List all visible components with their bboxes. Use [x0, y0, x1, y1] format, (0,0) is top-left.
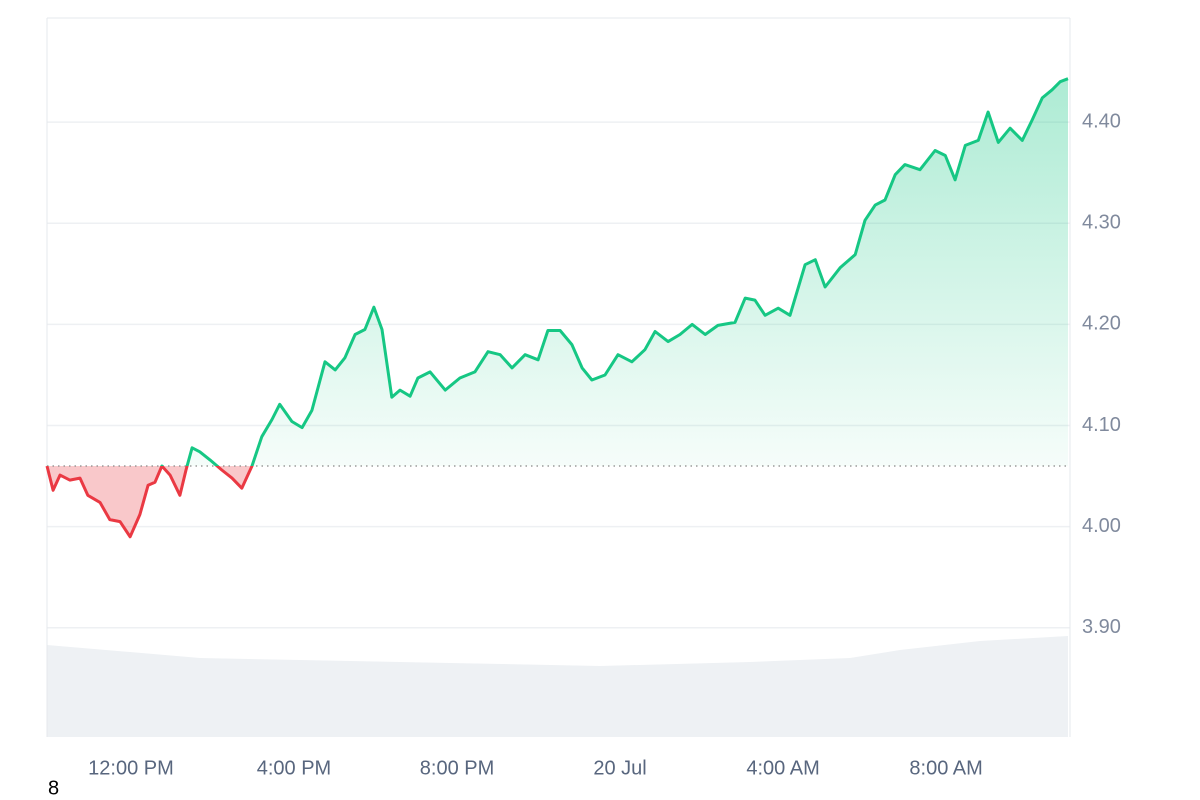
y-tick-label: 4.40: [1082, 110, 1121, 132]
x-tick-label: 8:00 AM: [909, 757, 982, 779]
price-line: [45, 77, 1069, 539]
x-tick-label: 4:00 PM: [257, 757, 331, 779]
y-tick-label: 4.30: [1082, 212, 1121, 234]
x-tick-label: 8:00 PM: [420, 757, 494, 779]
x-tick-label: 4:00 AM: [746, 757, 819, 779]
marks: [45, 77, 1070, 539]
price-area: [47, 78, 1068, 537]
y-tick-label: 4.20: [1082, 313, 1121, 335]
labels: 3.90 4.00 4.10 4.20 4.30 4.40 12:00 PM 4:00 PM 8…: [88, 110, 1121, 779]
y-tick-label: 3.90: [1082, 616, 1121, 638]
y-tick-label: 4.10: [1082, 414, 1121, 436]
y-tick-label: 4.00: [1082, 515, 1121, 537]
corner-label: 8: [48, 777, 59, 799]
x-tick-label: 20 Jul: [593, 757, 646, 779]
x-tick-label: 12:00 PM: [88, 757, 174, 779]
volume-area: [47, 636, 1068, 737]
